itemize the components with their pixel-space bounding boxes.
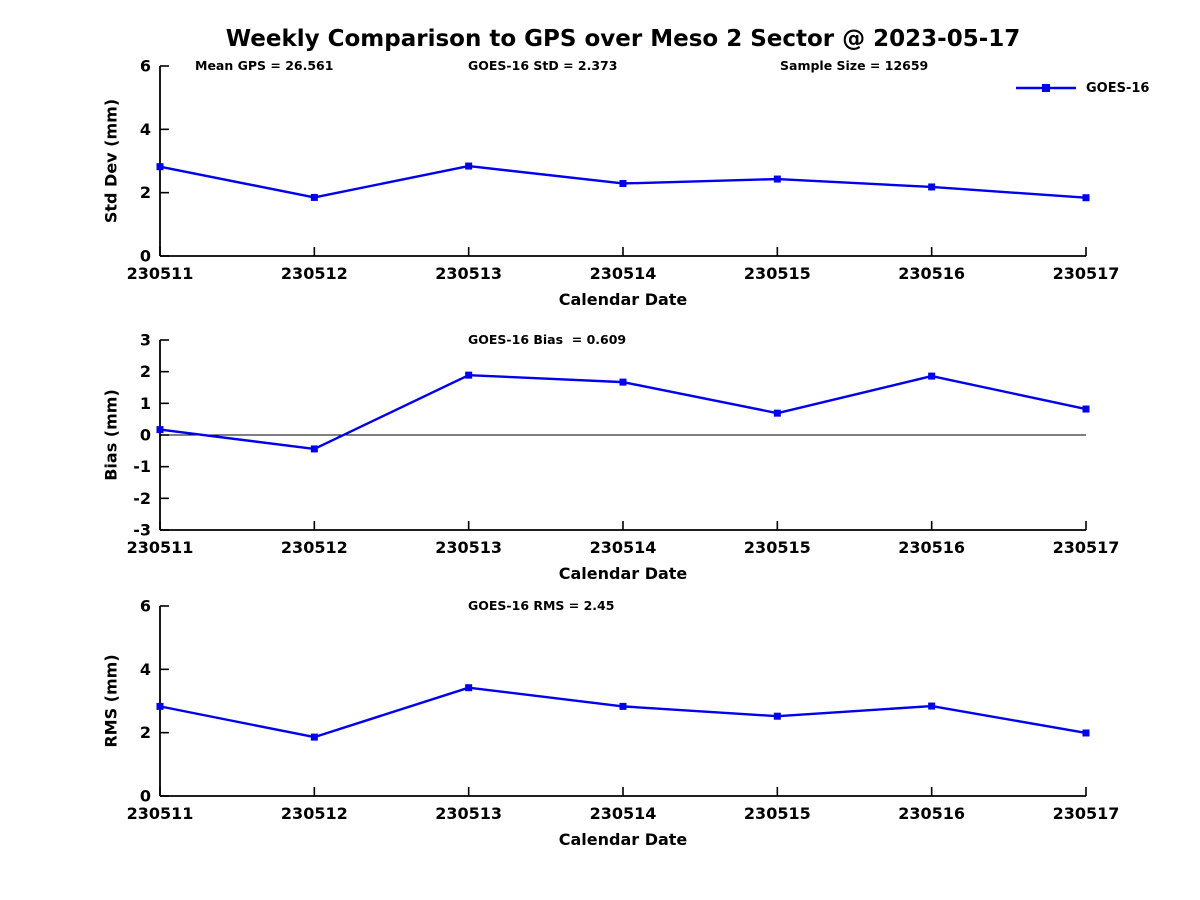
- y-tick-label: 0: [140, 426, 151, 445]
- y-tick-label: 4: [140, 120, 151, 139]
- y-tick-label: -2: [133, 489, 151, 508]
- x-tick-label: 230511: [127, 264, 194, 283]
- data-point-marker: [310, 445, 318, 453]
- x-tick-label: 230515: [744, 264, 811, 283]
- x-tick-label: 230515: [744, 804, 811, 823]
- annotation-goes16-rms: GOES-16 RMS = 2.45: [468, 598, 615, 613]
- data-point-marker: [773, 175, 781, 183]
- annotation-mean-gps: Mean GPS = 26.561: [195, 58, 334, 73]
- x-tick-label: 230516: [898, 264, 965, 283]
- x-tick-label: 230513: [435, 264, 502, 283]
- x-tick-label: 230517: [1053, 538, 1120, 557]
- data-point-marker: [773, 409, 781, 417]
- x-tick-label: 230515: [744, 538, 811, 557]
- data-point-marker: [156, 163, 164, 171]
- y-tick-label: 6: [140, 597, 151, 616]
- x-tick-label: 230513: [435, 804, 502, 823]
- data-point-marker: [156, 702, 164, 710]
- data-point-marker: [773, 712, 781, 720]
- series-line: [158, 686, 1088, 739]
- x-tick-label: 230511: [127, 538, 194, 557]
- data-point-marker: [619, 378, 627, 386]
- data-point-marker: [310, 193, 318, 201]
- plot-area-rms: 0 2 4 6 230511 230512 230513 230514 230515 230516…: [127, 597, 1120, 824]
- y-tick-label: 3: [140, 331, 151, 350]
- annotation-sample-size: Sample Size = 12659: [780, 58, 929, 73]
- x-tick-label: 230514: [590, 538, 657, 557]
- data-point-marker: [1082, 194, 1090, 202]
- legend-line-marker-icon: [1016, 84, 1076, 92]
- x-tick-label: 230514: [590, 264, 657, 283]
- y-tick-label: 2: [140, 723, 151, 742]
- x-tick-label: 230511: [127, 804, 194, 823]
- y-tick-label: 1: [140, 394, 151, 413]
- y-tick-label: 4: [140, 660, 151, 679]
- figure-title: Weekly Comparison to GPS over Meso 2 Sec…: [225, 26, 1021, 52]
- y-tick-label: 2: [140, 362, 151, 381]
- y-tick-label: 0: [140, 787, 151, 806]
- y-tick-label: 2: [140, 183, 151, 202]
- x-tick-label: 230512: [281, 804, 348, 823]
- series-line: [158, 373, 1088, 451]
- x-axis-label: Calendar Date: [558, 830, 688, 849]
- x-axis-label: Calendar Date: [558, 290, 688, 309]
- data-point-marker: [1082, 729, 1090, 737]
- data-point-marker: [619, 179, 627, 187]
- data-point-marker: [928, 183, 936, 191]
- legend: GOES-16: [1014, 80, 1149, 96]
- x-axis-label: Calendar Date: [558, 564, 688, 583]
- data-point-marker: [310, 733, 318, 741]
- x-tick-label: 230517: [1053, 804, 1120, 823]
- legend-label: GOES-16: [1086, 80, 1150, 96]
- data-point-marker: [928, 702, 936, 710]
- data-point-marker: [619, 702, 627, 710]
- data-point-marker: [465, 371, 473, 379]
- x-tick-label: 230513: [435, 538, 502, 557]
- annotation-goes16-bias: GOES-16 Bias = 0.609: [468, 332, 627, 347]
- x-tick-label: 230512: [281, 264, 348, 283]
- data-point-marker: [465, 162, 473, 170]
- x-tick-label: 230516: [898, 538, 965, 557]
- data-point-marker: [1082, 405, 1090, 413]
- x-tick-label: 230516: [898, 804, 965, 823]
- data-point-marker: [465, 684, 473, 692]
- annotation-goes16-std: GOES-16 StD = 2.373: [468, 58, 618, 73]
- data-point-marker: [928, 372, 936, 380]
- x-tick-label: 230517: [1053, 264, 1120, 283]
- x-tick-label: 230514: [590, 804, 657, 823]
- plot-area-std-dev: 0 2 4 6 230511 230512 230513 230514 230515 230516…: [127, 57, 1120, 284]
- legend-marker: [1042, 84, 1050, 92]
- x-tick-label: 230512: [281, 538, 348, 557]
- data-point-marker: [156, 426, 164, 434]
- y-tick-label: -3: [133, 521, 151, 540]
- y-tick-label: 0: [140, 247, 151, 266]
- y-tick-label: -1: [133, 457, 151, 476]
- y-tick-label: 6: [140, 57, 151, 76]
